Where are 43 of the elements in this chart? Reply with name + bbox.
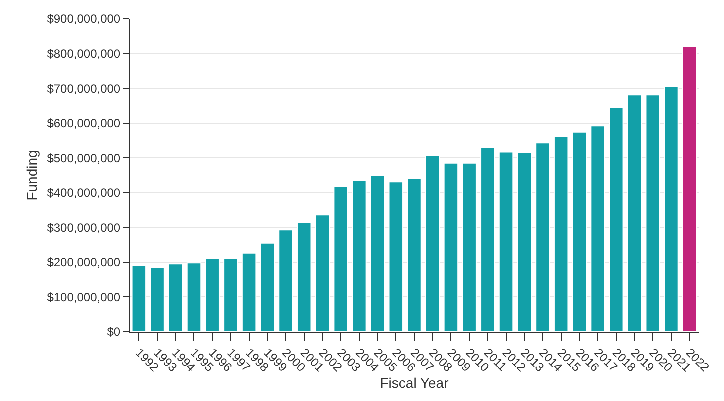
bar bbox=[407, 178, 422, 332]
bar bbox=[260, 242, 276, 332]
bar bbox=[536, 142, 550, 332]
bar bbox=[334, 186, 348, 332]
bar bbox=[627, 94, 642, 332]
bar bbox=[315, 214, 330, 332]
y-tick-label: $500,000,000 bbox=[47, 151, 121, 166]
bar bbox=[646, 94, 660, 332]
bar bbox=[370, 175, 386, 332]
y-tick-label: $300,000,000 bbox=[47, 220, 121, 235]
y-axis-title: Funding bbox=[24, 150, 40, 201]
y-tick-label: $0 bbox=[107, 325, 121, 340]
bar bbox=[480, 147, 496, 332]
y-tick-label: $900,000,000 bbox=[47, 12, 121, 26]
bar bbox=[224, 258, 238, 332]
y-tick-label: $400,000,000 bbox=[47, 186, 121, 200]
y-tick-label: $600,000,000 bbox=[47, 116, 121, 131]
bar bbox=[572, 132, 588, 332]
bar bbox=[278, 230, 294, 332]
bar bbox=[517, 152, 532, 332]
bar bbox=[664, 86, 679, 332]
bar bbox=[682, 46, 698, 332]
bar bbox=[462, 162, 477, 332]
y-tick-label: $700,000,000 bbox=[47, 82, 121, 96]
bar bbox=[388, 182, 404, 332]
bar bbox=[132, 265, 147, 332]
bar bbox=[498, 152, 514, 332]
bar bbox=[242, 252, 257, 332]
bar bbox=[296, 222, 312, 332]
bar bbox=[444, 162, 459, 332]
bar bbox=[590, 126, 606, 332]
y-tick-label: $200,000,000 bbox=[47, 256, 121, 270]
bar bbox=[168, 264, 184, 332]
bar bbox=[205, 258, 220, 332]
x-axis-title: Fiscal Year bbox=[380, 375, 450, 392]
bar bbox=[609, 107, 624, 332]
bar bbox=[352, 180, 367, 332]
bar bbox=[186, 262, 202, 332]
bar bbox=[150, 267, 165, 332]
y-tick-label: $800,000,000 bbox=[47, 46, 121, 61]
y-tick-label: $100,000,000 bbox=[47, 290, 121, 304]
bar bbox=[554, 136, 569, 332]
bar bbox=[425, 156, 440, 332]
